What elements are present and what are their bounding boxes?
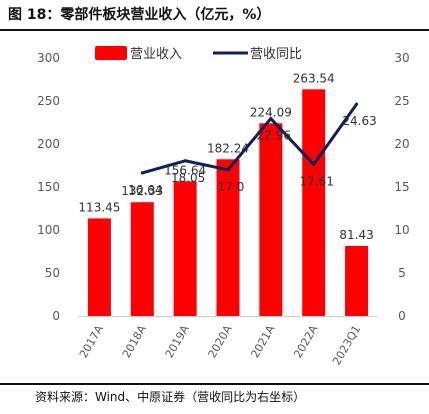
right-axis-tick-label: 25 [394, 94, 409, 108]
left-axis-tick-label: 150 [37, 180, 60, 194]
x-axis: 2017A 2018A 2019A 2020A 2021A 2022A 2023Q1 [77, 316, 378, 367]
legend-line-label: 营收同比 [250, 47, 302, 62]
figure-title: 图 18：零部件板块营业收入（亿元，%） [8, 7, 271, 23]
left-axis-tick-label: 100 [37, 223, 60, 237]
chart-legend: 营业收入 营收同比 [95, 46, 302, 62]
revenue-bar [173, 181, 197, 316]
left-axis-tick-label: 300 [37, 51, 60, 65]
revenue-bar-label: 224.09 [250, 105, 292, 119]
yoy-growth-point [226, 168, 230, 172]
title-rule [0, 29, 429, 31]
yoy-growth-point [269, 117, 273, 121]
x-axis-tick-label: 2018A [120, 323, 149, 361]
left-axis: 0 50 100 150 200 250 300 [37, 51, 60, 323]
revenue-bar [259, 123, 283, 317]
revenue-bar [345, 245, 369, 316]
legend-bar-label: 营业收入 [130, 47, 182, 62]
source-rule [0, 383, 429, 385]
yoy-growth-point [355, 102, 359, 106]
revenue-bar-label: 81.43 [339, 228, 373, 242]
yoy-growth-line [140, 102, 359, 175]
x-axis-tick-label: 2020A [206, 323, 235, 361]
line-series [140, 102, 359, 175]
yoy-growth-label: 18.05 [171, 171, 205, 185]
revenue-bar-label: 132.33 [121, 184, 163, 198]
left-axis-tick-label: 0 [52, 309, 60, 323]
yoy-growth-point [140, 171, 144, 175]
revenue-bar [216, 159, 240, 316]
x-axis-tick-label: 2023Q1 [330, 323, 363, 367]
right-axis-tick-label: 20 [394, 137, 409, 151]
yoy-growth-point [312, 163, 316, 167]
x-axis-tick-label: 2019A [163, 323, 192, 361]
right-axis-tick-label: 0 [398, 309, 406, 323]
bar-series [87, 89, 369, 317]
revenue-bar [130, 202, 154, 316]
left-axis-tick-label: 200 [37, 137, 60, 151]
left-axis-tick-label: 250 [37, 94, 60, 108]
revenue-bar-label: 156.64 [164, 163, 206, 177]
right-axis-tick-label: 30 [394, 51, 409, 65]
right-axis-tick-label: 5 [398, 266, 406, 280]
line-data-labels: 16.64 18.05 17.0 22.96 17.61 24.63 [128, 114, 377, 197]
revenue-bar-label: 113.45 [78, 200, 120, 214]
left-axis-tick-label: 50 [45, 266, 60, 280]
yoy-growth-label: 16.64 [128, 183, 162, 197]
yoy-growth-label: 22.96 [257, 129, 291, 143]
legend-bar-swatch [95, 46, 127, 60]
x-axis-tick-label: 2021A [248, 323, 277, 361]
right-axis-tick-label: 15 [394, 180, 409, 194]
yoy-growth-point [183, 159, 187, 163]
yoy-growth-label: 24.63 [342, 114, 376, 128]
right-axis-tick-label: 10 [394, 223, 409, 237]
source-note: 资料来源：Wind、中原证券（营收同比为右坐标） [35, 390, 306, 404]
x-axis-tick-label: 2022A [291, 323, 320, 361]
revenue-bar [87, 218, 111, 316]
revenue-bar-label: 182.24 [207, 141, 249, 155]
revenue-bar-label: 263.54 [293, 71, 335, 85]
yoy-growth-label: 17.0 [218, 180, 245, 194]
x-axis-tick-label: 2017A [77, 323, 106, 361]
revenue-bar [302, 89, 326, 317]
right-axis: 0 5 10 15 20 25 30 [394, 51, 409, 323]
yoy-growth-label: 17.61 [300, 175, 334, 189]
